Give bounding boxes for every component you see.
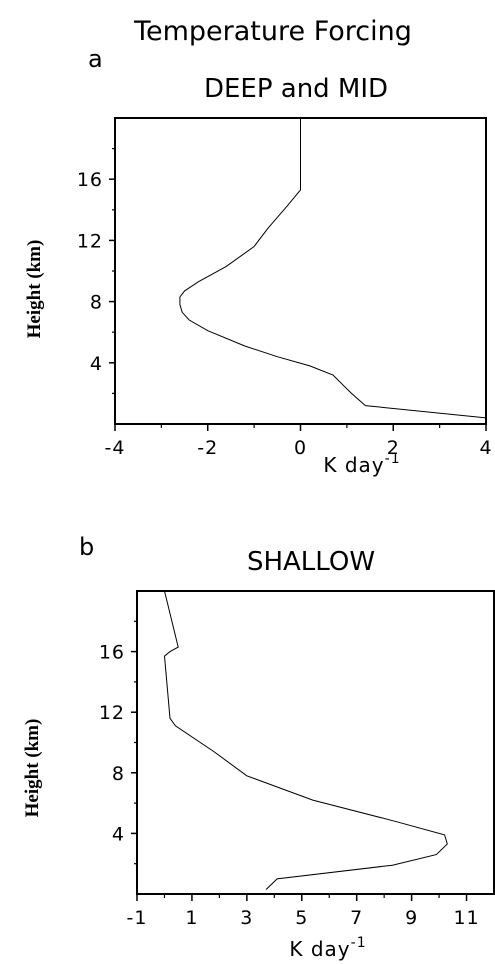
panel-a-series-line xyxy=(179,118,487,419)
panel-b-x-tick-label: 3 xyxy=(240,907,253,929)
panel-b-x-tick-label: -1 xyxy=(127,907,148,929)
panel-b-y-tick-label: 4 xyxy=(112,823,125,845)
panel-b-x-tick-label: 7 xyxy=(350,907,363,929)
panel-b-plot-frame xyxy=(136,590,495,895)
panel-a-y-tick-label: 4 xyxy=(90,353,103,375)
panel-a-letter: a xyxy=(88,45,103,73)
panel-b-x-axis-label: K day-1 xyxy=(289,935,366,961)
panel-a-y-tick-label: 12 xyxy=(77,230,103,252)
panel-b-x-axis-label-base: K day xyxy=(289,937,350,961)
panel-a-x-tick-label: -2 xyxy=(197,437,218,459)
panel-a-x-axis-label-base: K day xyxy=(323,453,384,477)
panel-b-y-tick-label: 12 xyxy=(99,702,125,724)
figure-title: Temperature Forcing xyxy=(133,16,412,47)
panel-b-x-tick-label: 9 xyxy=(405,907,418,929)
panel-a-x-tick-label: -4 xyxy=(105,437,126,459)
panel-b-y-tick-label: 8 xyxy=(112,763,125,785)
panel-b: b SHALLOW Height (km) K day-1 -1 1 3 5 7 9 114… xyxy=(22,533,495,961)
panel-a-x-tick-label: 2 xyxy=(387,437,400,459)
panel-a-x-tick-label: 4 xyxy=(479,437,492,459)
panel-b-x-tick-label: 5 xyxy=(295,907,308,929)
panel-b-title: SHALLOW xyxy=(247,547,375,577)
panel-b-x-tick-label: 1 xyxy=(185,907,198,929)
panel-a-y-axis-label: Height (km) xyxy=(24,240,45,339)
panel-b-x-tick-label: 11 xyxy=(453,907,479,929)
panel-b-series-line xyxy=(163,590,448,890)
panel-a-title: DEEP and MID xyxy=(204,74,388,104)
panel-a-x-axis-label-exponent: -1 xyxy=(385,451,401,467)
panel-b-y-tick-label: 16 xyxy=(99,642,125,664)
panel-b-x-axis-label-exponent: -1 xyxy=(351,935,367,951)
panel-a-y-tick-label: 8 xyxy=(90,292,103,314)
panel-a: a DEEP and MID Height (km) K day-1 -4 -2 0… xyxy=(24,45,492,477)
panel-a-x-tick-label: 0 xyxy=(294,437,307,459)
panel-b-y-axis-label: Height (km) xyxy=(22,719,43,818)
panel-a-y-tick-label: 16 xyxy=(77,169,103,191)
panel-b-letter: b xyxy=(79,533,94,561)
panel-a-x-axis-label: K day-1 xyxy=(323,451,400,477)
